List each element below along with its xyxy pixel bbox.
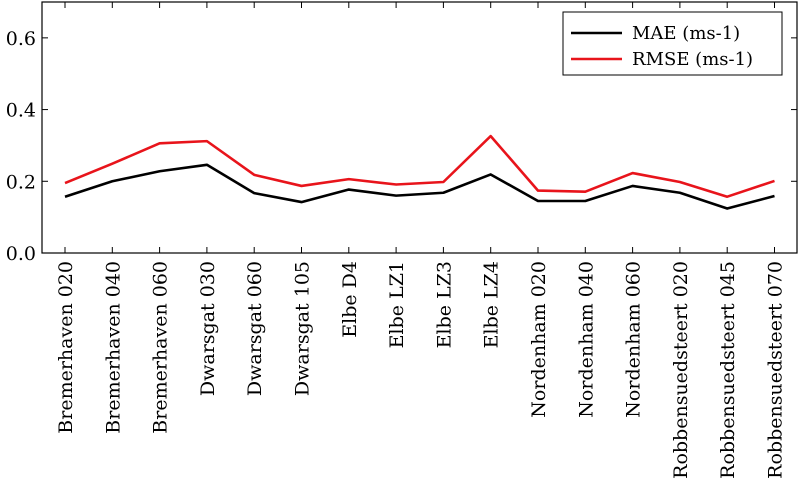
legend: MAE (ms-1) RMSE (ms-1): [562, 11, 783, 76]
x-tick-label: Nordenham 060: [623, 261, 645, 418]
y-tick-label: 0.4: [6, 100, 36, 122]
x-tick-label: Elbe LZ1: [386, 261, 408, 348]
series-line-mae: [64, 163, 775, 210]
x-tick-label: Robbensuedsteert 045: [717, 261, 739, 479]
x-tick-label: Nordenham 020: [528, 261, 550, 418]
y-tick-label: 0.6: [6, 28, 36, 50]
series-lines: [64, 134, 775, 210]
x-tick-label: Dwarsgat 060: [244, 261, 266, 396]
x-tick-label: Elbe D4: [339, 261, 361, 338]
y-tick-label: 0.0: [6, 243, 36, 265]
y-tick-label: 0.2: [6, 171, 36, 193]
y-axis-ticks: 0.0 0.2 0.4 0.6: [6, 28, 797, 265]
legend-label-mae: MAE (ms-1): [632, 23, 740, 44]
x-tick-label: Robbensuedsteert 020: [670, 261, 692, 479]
x-tick-label: Elbe LZ3: [433, 261, 455, 348]
x-tick-label: Bremerhaven 040: [102, 261, 124, 434]
plot-frame: [41, 1, 798, 254]
x-tick-label: Bremerhaven 020: [55, 261, 77, 434]
x-tick-label: Dwarsgat 105: [292, 261, 314, 396]
x-axis-ticks: Bremerhaven 020 Bremerhaven 040 Bremerhave…: [55, 2, 787, 479]
x-tick-label: Nordenham 040: [575, 261, 597, 418]
legend-box: [562, 11, 783, 76]
x-tick-label: Bremerhaven 060: [150, 261, 172, 434]
legend-label-rmse: RMSE (ms-1): [632, 49, 753, 70]
x-tick-label: Dwarsgat 030: [197, 261, 219, 396]
x-tick-label: Robbensuedsteert 070: [765, 261, 787, 479]
series-line-rmse: [64, 134, 775, 199]
x-tick-label: Elbe LZ4: [481, 261, 503, 348]
